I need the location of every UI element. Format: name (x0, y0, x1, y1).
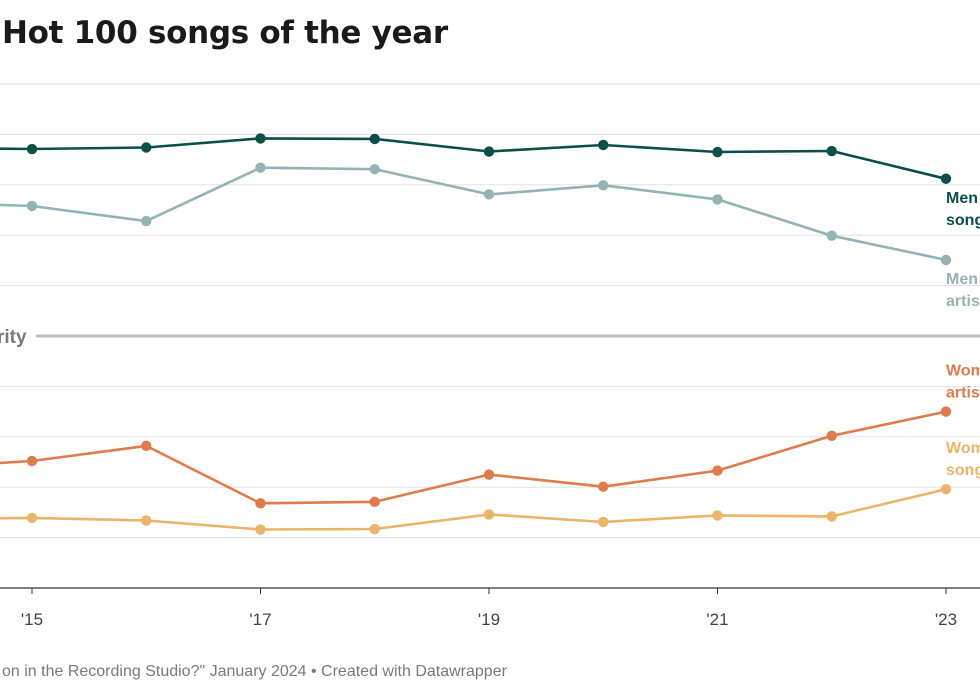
men-artists-point (598, 180, 609, 191)
women-artists-point (940, 406, 952, 417)
men-artists-point (826, 230, 837, 241)
men-artists-label: artis (946, 293, 980, 310)
women-artists-point (483, 469, 495, 480)
men-songwriters-point (940, 173, 952, 184)
women-artists-point (598, 481, 609, 492)
x-tick-label: '23 (935, 610, 957, 629)
men-artists-point (483, 189, 495, 200)
women-artists-point (369, 496, 380, 508)
men-songwriters-point (826, 145, 837, 157)
men-artists-point (255, 162, 266, 173)
men-artists-point (141, 215, 152, 227)
women-songwriters-line (0, 487, 948, 531)
women-songwriters-label: Wom (946, 440, 980, 457)
men-artists-point (712, 194, 723, 205)
men-songwriters-point (369, 133, 380, 145)
women-songwriters-point (26, 512, 38, 524)
women-songwriters-point (598, 516, 609, 528)
series-labels: Men song Men artis Wom artis Wom song (946, 190, 980, 479)
parity-label: rity (0, 327, 27, 348)
women-artists-point (141, 440, 152, 452)
men-artists-point (940, 254, 952, 266)
parity-line: rity (0, 327, 980, 348)
men-artists-label: Men (946, 271, 978, 288)
series-points (26, 133, 952, 535)
women-songwriters-point (940, 484, 952, 495)
men-songwriters-point (141, 142, 152, 153)
chart-title: Hot 100 songs of the year (2, 15, 448, 51)
x-axis: '15 '17 '19 '21 '23 (21, 588, 957, 629)
men-artists-point (26, 200, 38, 212)
source-footer: on in the Recording Studio?" January 202… (2, 663, 507, 680)
women-songwriters-point (483, 509, 495, 520)
x-tick-label: '17 (249, 610, 271, 629)
women-songwriters-point (255, 524, 266, 535)
women-artists-point (712, 465, 723, 476)
men-songwriters-point (598, 139, 609, 151)
women-songwriters-point (369, 523, 380, 535)
men-songwriters-point (483, 146, 495, 157)
women-songwriters-point (141, 515, 152, 526)
men-songwriters-label: song (946, 212, 980, 229)
series-lines (0, 137, 948, 531)
gridlines (0, 83, 980, 589)
women-artists-label: Wom (946, 363, 980, 380)
men-songwriters-label: Men (946, 190, 978, 207)
women-artists-line (0, 410, 948, 505)
x-tick-label: '21 (706, 610, 728, 629)
women-songwriters-point (712, 510, 723, 521)
women-artists-point (255, 498, 266, 509)
women-artists-point (826, 430, 837, 441)
men-artists-line (0, 166, 948, 262)
x-tick-label: '15 (21, 610, 43, 629)
men-songwriters-line (0, 137, 948, 181)
men-songwriters-point (712, 146, 723, 158)
women-artists-point (26, 455, 38, 467)
women-songwriters-point (826, 511, 837, 522)
men-artists-point (369, 163, 380, 175)
men-songwriters-point (26, 143, 38, 155)
x-tick-label: '19 (478, 610, 500, 629)
men-songwriters-point (255, 133, 266, 144)
women-songwriters-label: song (946, 462, 980, 479)
women-artists-label: artis (946, 385, 980, 402)
